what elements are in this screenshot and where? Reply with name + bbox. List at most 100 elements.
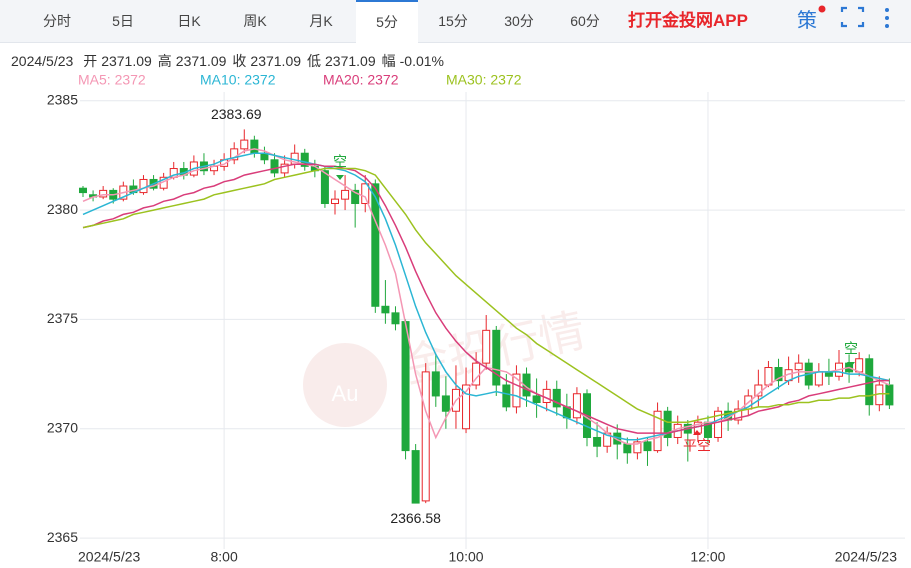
candle-body (381, 305, 390, 314)
candle-body (552, 388, 561, 408)
tab[interactable]: 30分 (504, 13, 534, 29)
legend-entry: MA10: 2372 (200, 72, 276, 88)
x-tick-label: 2024/5/23 (835, 549, 897, 565)
candle-body (401, 321, 410, 452)
candle-body (431, 371, 440, 397)
legend-entry: MA20: 2372 (323, 72, 399, 88)
candle-body (280, 163, 289, 174)
x-tick-label: 12:00 (690, 549, 725, 565)
info-label: 高 (157, 53, 172, 69)
info-value: 2371.09 (101, 53, 152, 69)
candle-body (643, 441, 652, 452)
tab[interactable]: 分时 (43, 13, 71, 29)
app-link[interactable]: 打开金投网APP (628, 11, 748, 30)
y-tick-label: 2385 (47, 91, 78, 107)
candle-body (653, 410, 662, 452)
candle-body (139, 178, 148, 194)
ma-line (82, 167, 890, 423)
info-label: 幅 (381, 53, 396, 69)
legend: MA5: 2372 MA10: 2372 MA20: 2372 MA30: 2372 (78, 72, 522, 88)
tab[interactable]: 15分 (438, 13, 468, 29)
info-line: 2024/5/23 开 2371.09 高 2371.09 收 2371.09 低 2371.… (11, 51, 450, 71)
candle-body (814, 371, 823, 386)
candle-body (734, 408, 743, 421)
candle-body (663, 410, 672, 438)
signal-arrow (693, 430, 701, 435)
candle-body (99, 189, 108, 198)
tab-bar: 分时 5日 日K 周K 月K 5分 15分 30分 60分 打开金投网APP 策 (0, 0, 911, 44)
info-value: 2371.09 (175, 53, 227, 69)
badge (818, 5, 826, 13)
candle-body (492, 329, 501, 386)
candle-body (764, 367, 773, 386)
tab[interactable]: 月K (309, 13, 333, 29)
watermark-logo-text: Au (332, 381, 359, 406)
fullscreen-icon[interactable] (840, 6, 865, 28)
candle-body (633, 441, 642, 454)
candle-body (320, 170, 329, 205)
y-tick-label: 2380 (47, 201, 78, 217)
candle-body (593, 436, 602, 447)
y-tick-label: 2370 (47, 419, 78, 435)
signal-arrow (847, 362, 855, 367)
info-label: 低 (307, 53, 322, 69)
candle-body (250, 139, 259, 154)
candle-body (794, 362, 803, 371)
candle-body (79, 187, 87, 194)
candle-body (371, 183, 380, 307)
more-icon[interactable] (885, 8, 889, 28)
low-label: 2366.58 (390, 510, 441, 526)
candle-body (391, 312, 400, 325)
tab[interactable]: 60分 (570, 13, 600, 29)
candle-body (331, 198, 339, 205)
ma-line (82, 148, 890, 445)
candle-body (542, 388, 551, 403)
candle-body (572, 393, 581, 419)
candle-body (462, 384, 471, 430)
info-label: 收 (232, 53, 247, 69)
candle-body (240, 139, 249, 150)
legend-entry: MA5: 2372 (78, 72, 146, 88)
info-value: 2371.09 (250, 53, 302, 69)
signal-label: 空 (844, 341, 858, 357)
candle-body (532, 395, 541, 403)
signal-label: 空 (333, 154, 347, 170)
tab[interactable]: 周K (243, 13, 267, 29)
info-value: -0.01% (399, 53, 444, 69)
ma-line (82, 152, 890, 441)
watermark-logo (303, 343, 387, 427)
ma-line (82, 163, 890, 434)
candle-body (441, 395, 450, 412)
candle-body (411, 450, 420, 504)
strategy-button[interactable]: 策 (797, 10, 817, 32)
candle-body (774, 367, 783, 382)
info-value: 2371.09 (325, 53, 376, 69)
x-tick-label: 8:00 (210, 549, 237, 565)
candle-body (885, 384, 894, 406)
candle-body (714, 410, 723, 438)
candle-body (512, 373, 521, 408)
toolbar-icons (818, 5, 889, 28)
info-label: 开 (83, 53, 98, 69)
tab[interactable]: 5日 (112, 13, 134, 29)
candle-body (421, 371, 430, 502)
candle-body (351, 189, 360, 205)
candle-body (361, 183, 370, 205)
candle-body (341, 189, 350, 200)
signal-arrow (336, 175, 344, 180)
candle-body (502, 384, 511, 408)
signal-label: 平空 (683, 438, 711, 454)
y-tick-label: 2375 (47, 310, 78, 326)
y-tick-label: 2365 (47, 529, 78, 545)
candle-body (482, 329, 491, 364)
x-tick-label: 10:00 (449, 549, 484, 565)
tab[interactable]: 5分 (356, 0, 418, 44)
candle-body (270, 159, 279, 174)
candle-body (855, 358, 864, 373)
tab[interactable]: 日K (177, 13, 201, 29)
high-label: 2383.69 (211, 106, 262, 122)
legend-entry: MA30: 2372 (446, 72, 522, 88)
x-tick-label: 2024/5/23 (78, 549, 140, 565)
candle-body (300, 152, 309, 167)
